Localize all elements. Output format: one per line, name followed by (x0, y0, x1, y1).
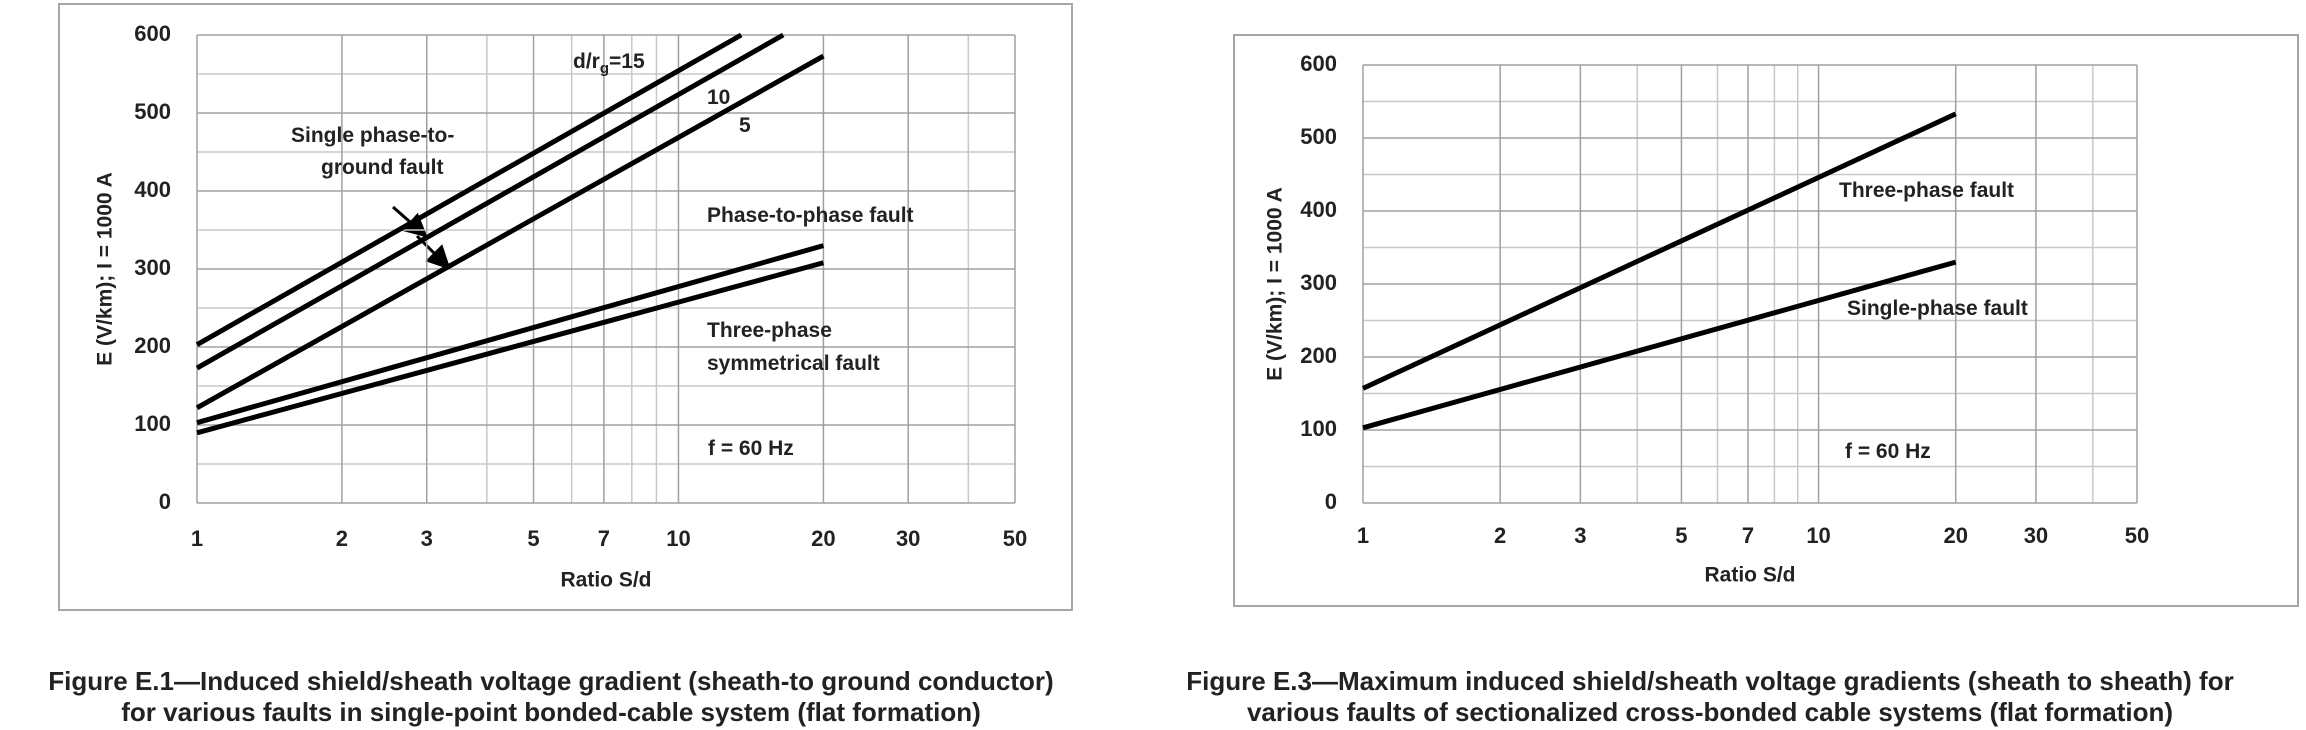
caption: Figure E.3—Maximum induced shield/sheath… (1186, 666, 2233, 696)
annotation: Phase-to-phase fault (707, 204, 914, 227)
annotation-part: Three-phase (707, 319, 832, 342)
y-tick-label: 300 (134, 255, 171, 280)
annotation: d/rg=15 (573, 50, 645, 77)
annotation: Single phase-to- (291, 124, 454, 147)
annotation: f = 60 Hz (1845, 440, 1931, 463)
chart: 0 100 200 300 400 500 600 1 2 3 5 7 10 20 30 50 Ratio S/… (48, 21, 1053, 727)
x-tick-label: 30 (896, 526, 920, 551)
y-tick-label: 100 (134, 411, 171, 436)
annotation-part: =15 (609, 50, 645, 73)
x-tick-label: 50 (1003, 526, 1027, 551)
x-axis-label: Ratio S/d (1704, 564, 1795, 587)
y-tick-label: 200 (134, 333, 171, 358)
annotation-part: 10 (707, 86, 730, 109)
y-tick-label: 100 (1300, 416, 1337, 441)
y-tick-label: 300 (1300, 270, 1337, 295)
y-tick-label: 500 (1300, 124, 1337, 149)
x-tick-label: 20 (811, 526, 835, 551)
annotation-part: Single phase-to- (291, 124, 454, 147)
data-line (196, 243, 825, 426)
y-tick-label: 600 (134, 21, 171, 46)
x-tick-label: 7 (598, 526, 610, 551)
chart-frame (1233, 34, 2299, 607)
annotation-part: 5 (739, 114, 751, 137)
y-tick-label: 0 (159, 489, 171, 514)
y-tick-label: 200 (1300, 343, 1337, 368)
x-tick-label: 20 (1943, 523, 1967, 548)
annotation-part: g (600, 60, 609, 77)
data-line (195, 32, 785, 371)
annotation: Three-phase fault (1839, 179, 2014, 202)
y-axis-label: E (V/km); I = 1000 A (94, 172, 117, 366)
data-line (1361, 111, 1957, 391)
annotation: 10 (707, 86, 730, 109)
annotation-part: ground fault (321, 156, 443, 179)
annotation-part: f = 60 Hz (1845, 440, 1931, 463)
data-line (195, 53, 825, 411)
data-line (1362, 259, 1957, 431)
caption: Figure E.1—Induced shield/sheath voltage… (48, 666, 1053, 696)
x-tick-label: 10 (1806, 523, 1830, 548)
y-tick-label: 400 (1300, 197, 1337, 222)
x-tick-label: 2 (1494, 523, 1506, 548)
x-axis-label: Ratio S/d (560, 569, 651, 592)
x-tick-label: 50 (2125, 523, 2149, 548)
x-tick-label: 1 (1357, 523, 1369, 548)
x-tick-label: 7 (1742, 523, 1754, 548)
y-tick-label: 600 (1300, 51, 1337, 76)
x-tick-label: 1 (191, 526, 203, 551)
caption: for various faults in single-point bonde… (121, 697, 981, 727)
annotation: symmetrical fault (707, 352, 880, 375)
data-line (195, 32, 743, 347)
annotation: 5 (739, 114, 751, 137)
x-tick-label: 5 (1675, 523, 1687, 548)
annotation: f = 60 Hz (708, 437, 794, 460)
x-tick-label: 10 (666, 526, 690, 551)
data-line (196, 260, 825, 436)
annotation-part: Phase-to-phase fault (707, 204, 914, 227)
y-tick-label: 400 (134, 177, 171, 202)
annotation-part: symmetrical fault (707, 352, 880, 375)
annotation: ground fault (321, 156, 443, 179)
y-tick-label: 500 (134, 99, 171, 124)
x-tick-label: 5 (527, 526, 539, 551)
annotation-part: Three-phase fault (1839, 179, 2014, 202)
annotation-part: d/r (573, 50, 600, 73)
annotation-part: Single-phase fault (1847, 297, 2028, 320)
caption: various faults of sectionalized cross-bo… (1247, 697, 2173, 727)
x-tick-label: 30 (2024, 523, 2048, 548)
y-tick-label: 0 (1325, 489, 1337, 514)
x-tick-label: 3 (421, 526, 433, 551)
annotation: Three-phase (707, 319, 832, 342)
chart: 0 100 200 300 400 500 600 1 2 3 5 7 10 20 30 50 Ratio S/… (1186, 51, 2233, 727)
annotation-part: f = 60 Hz (708, 437, 794, 460)
y-axis-label: E (V/km); I = 1000 A (1264, 187, 1287, 381)
chart-frame (58, 3, 1073, 611)
x-tick-label: 2 (336, 526, 348, 551)
annotation: Single-phase fault (1847, 297, 2028, 320)
x-tick-label: 3 (1574, 523, 1586, 548)
